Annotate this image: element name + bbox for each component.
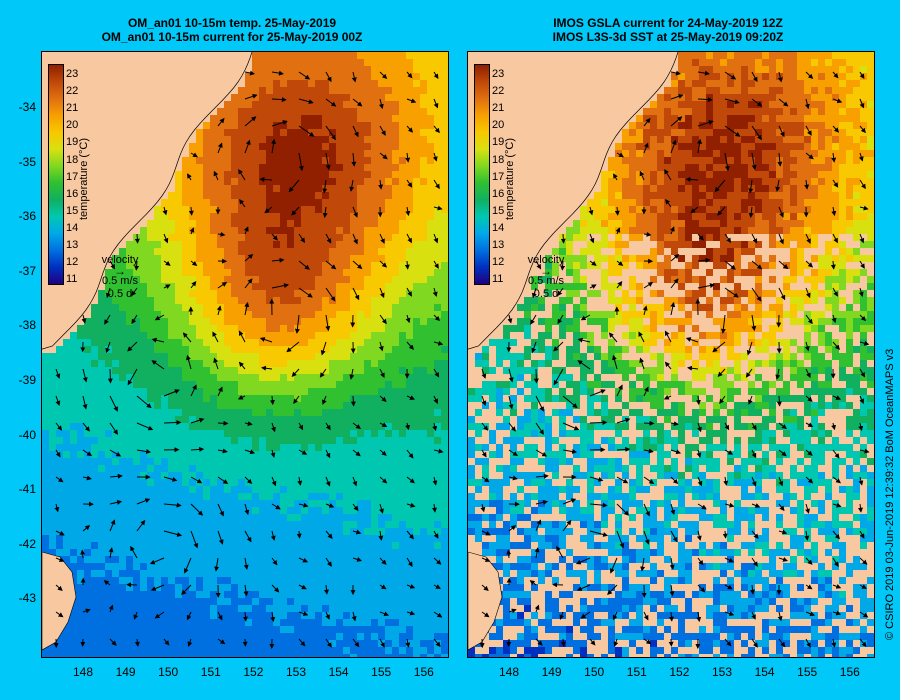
longitude-tick-label: 154 [328,665,349,679]
left-panel-title: OM_an01 10-15m temp. 25-May-2019 OM_an01… [22,16,442,44]
colorbar-tick-label: 18 [66,153,79,166]
colorbar-tick-label: 22 [66,85,79,98]
left-title-line2: OM_an01 10-15m current for 25-May-2019 0… [101,30,363,44]
longitude-tick-label: 155 [371,665,392,679]
latitude-tick-label: -40 [18,427,36,442]
longitude-tick-label: 149 [115,665,136,679]
colorbar-tick-label: 15 [66,204,79,217]
latitude-tick-label: -42 [18,536,36,551]
colorbar-tick-label: 12 [492,256,505,269]
velocity-arrow-icon: → [114,264,126,278]
colorbar-tick-label: 12 [66,256,79,269]
colorbar-tick-label: 17 [66,170,79,183]
colorbar-tick-label: 20 [66,119,79,132]
colorbar-tick-label: 21 [492,102,505,115]
left-title-line1: OM_an01 10-15m temp. 25-May-2019 [127,16,337,30]
colorbar-tick-label: 23 [492,68,505,80]
latitude-tick-label: -37 [18,263,36,278]
longitude-tick-label: 155 [797,665,818,679]
velocity-arrow-icon: → [540,264,552,278]
left-velocity-legend: velocity → 0.5 m/s 0.5 d [90,254,150,301]
velocity-label: velocity [527,254,565,266]
left-map-svg [42,52,448,657]
longitude-tick-label: 156 [413,665,434,679]
left-map-temperature-model[interactable]: 23 22 21 20 19 18 17 16 15 14 13 12 11 temperature (… [41,51,449,658]
longitude-tick-label: 150 [158,665,179,679]
velocity-duration: 0.5 d [533,288,559,300]
velocity-duration: 0.5 d [107,288,133,300]
colorbar-tick-label: 19 [492,136,505,149]
colorbar-tick-label: 18 [492,153,505,166]
longitude-tick-label: 149 [541,665,562,679]
right-colorbar [474,64,490,285]
longitude-tick-label: 150 [584,665,605,679]
velocity-speed: 0.5 m/s [101,275,139,287]
velocity-speed: 0.5 m/s [527,275,565,287]
colorbar-tick-label: 16 [492,187,505,200]
left-colorbar [48,64,64,285]
colorbar-tick-label: 11 [66,273,78,286]
colorbar-tick-label: 21 [66,102,79,115]
colorbar-tick-label: 14 [492,221,505,234]
latitude-tick-label: -39 [18,373,36,387]
colorbar-tick-label: 19 [66,136,79,149]
colorbar-tick-label: 23 [66,68,79,80]
colorbar-tick-label: 11 [492,273,504,286]
latitude-tick-label: -36 [18,209,36,224]
colorbar-tick-label: 13 [66,239,79,251]
latitude-tick-label: -38 [18,318,36,333]
colorbar-tick-label: 13 [492,239,505,251]
right-title-line2: IMOS L3S-3d SST at 25-May-2019 09:20Z [552,30,784,44]
velocity-label: velocity [101,254,139,266]
colorbar-tick-label: 14 [66,221,79,234]
colorbar-tick-label: 15 [492,204,505,217]
longitude-tick-label: 148 [72,665,94,679]
longitude-tick-label: 152 [669,665,690,679]
colorbar-tick-label: 20 [492,119,505,132]
colorbar-tick-label: 22 [492,85,505,98]
longitude-tick-label: 153 [711,665,733,679]
longitude-tick-label: 154 [754,665,775,679]
latitude-tick-label: -35 [18,154,36,169]
colorbar-tick-label: 17 [492,170,505,183]
right-map-sst-observed[interactable]: 23 22 21 20 19 18 17 16 15 14 13 12 11 temperature (… [467,51,875,658]
latitude-tick-label: -43 [18,591,36,606]
right-velocity-legend: velocity → 0.5 m/s 0.5 d [516,254,576,301]
right-title-line1: IMOS GSLA current for 24-May-2019 12Z [553,16,783,30]
colorbar-tick-label: 16 [66,187,79,200]
longitude-tick-label: 152 [243,665,264,679]
longitude-tick-label: 151 [626,665,647,679]
longitude-tick-label: 151 [200,665,221,679]
longitude-tick-label: 156 [839,665,860,679]
right-map-svg [468,52,874,657]
credit-text: © CSIRO 2019 03-Jun-2019 12:39:32 BoM Oc… [884,348,896,640]
right-colorbar-title: temperature (°C) [504,137,516,220]
latitude-tick-label: -41 [18,482,36,497]
longitude-tick-label: 148 [498,665,520,679]
right-panel-title: IMOS GSLA current for 24-May-2019 12Z IM… [458,16,878,44]
latitude-tick-label: -34 [18,100,36,114]
longitude-tick-label: 153 [285,665,307,679]
left-colorbar-title: temperature (°C) [78,137,90,220]
